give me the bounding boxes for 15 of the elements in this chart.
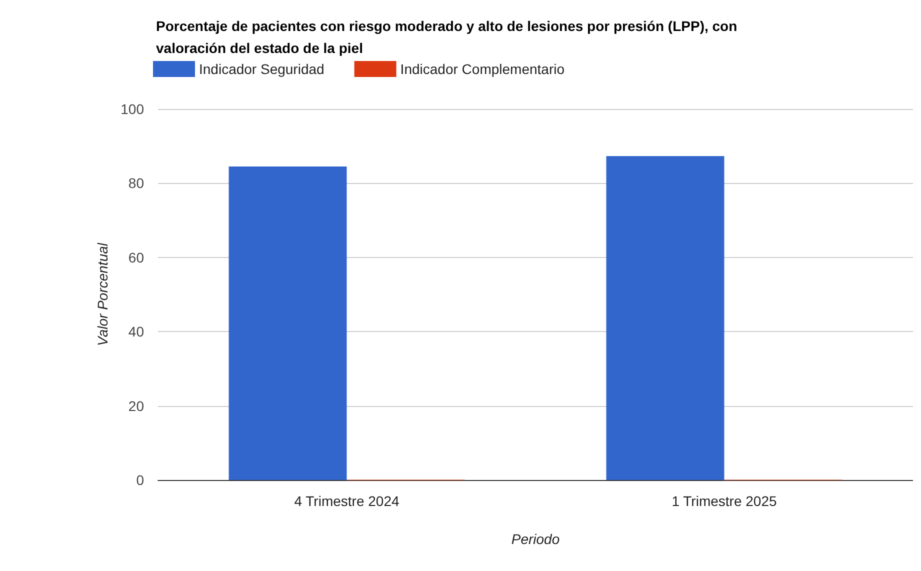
- chart-title: Porcentaje de pacientes con riesgo moderado y alto de lesiones por presión (LPP), con valoración del estado de la piel: [156, 18, 738, 56]
- x-tick-label: 4 Trimestre 2024: [294, 493, 400, 509]
- bar: [606, 156, 724, 480]
- y-tick-label: 20: [128, 398, 144, 414]
- legend-label: Indicador Seguridad: [199, 61, 324, 77]
- y-tick-label: 100: [120, 101, 144, 117]
- y-tick-label: 40: [128, 324, 144, 340]
- bar: [228, 166, 347, 480]
- y-tick-label: 60: [128, 249, 144, 266]
- x-axis-title: Periodo: [511, 531, 560, 547]
- y-tick-label: 80: [128, 175, 144, 192]
- legend-label: Indicador Complementario: [400, 61, 565, 77]
- y-tick-label: 0: [136, 472, 144, 488]
- x-tick-label: 1 Trimestre 2025: [672, 493, 777, 509]
- y-axis-title: Valor Porcentual: [94, 242, 111, 346]
